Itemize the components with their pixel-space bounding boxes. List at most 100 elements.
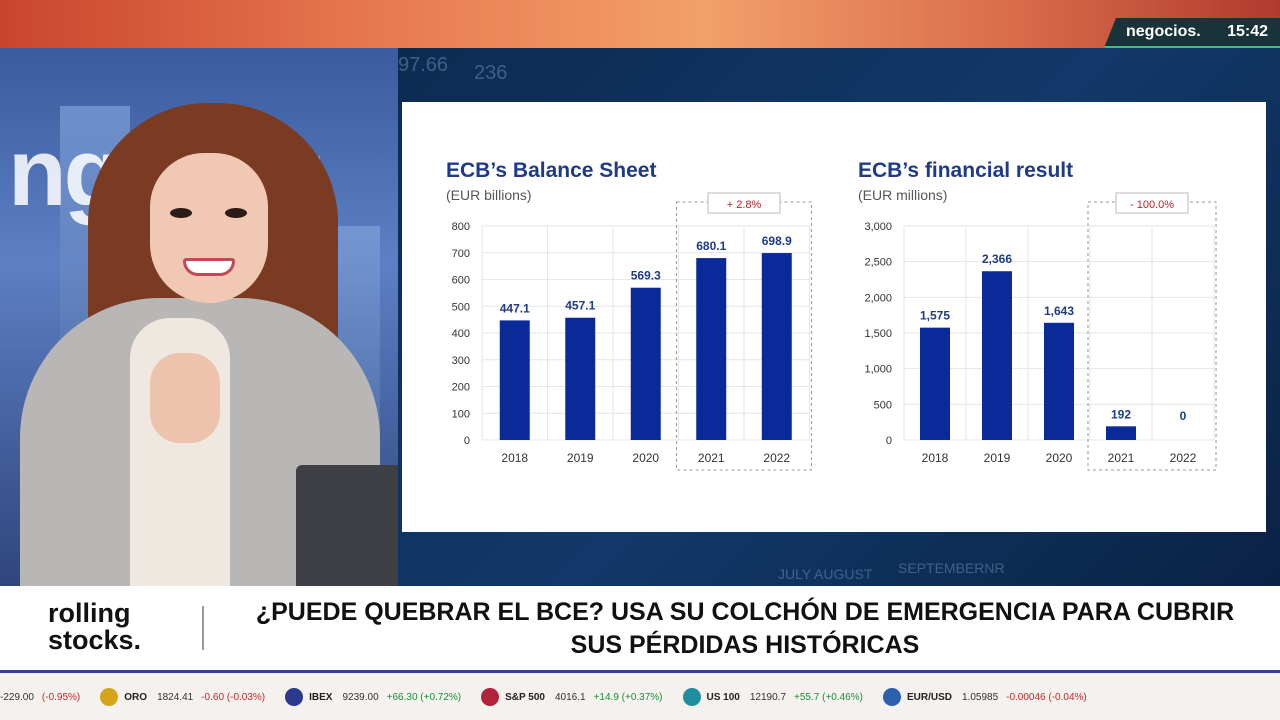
x-tick-label: 2019 <box>984 451 1011 465</box>
ticker-item: -229.00 (-0.95%) <box>0 692 80 703</box>
ticker-item: IBEX 9239.00 +66.30 (+0.72%) <box>285 688 461 706</box>
data-label: 447.1 <box>500 301 530 315</box>
y-tick-label: 600 <box>452 275 470 287</box>
ticker-value: 12190.7 <box>749 691 787 703</box>
show-logo-line2: stocks. <box>48 625 142 655</box>
change-annotation: + 2.8% <box>727 199 762 211</box>
ticker-value: 1.05985 <box>961 691 999 703</box>
x-tick-label: 2018 <box>922 451 949 465</box>
presenter-eye-right <box>225 208 247 218</box>
y-tick-label: 0 <box>464 435 470 447</box>
bar-2022 <box>761 253 792 440</box>
backdrop-number: JULY AUGUST <box>778 566 873 582</box>
bar-2019 <box>565 317 596 440</box>
market-icon <box>481 688 500 706</box>
headline-line1: ¿PUEDE QUEBRAR EL BCE? USA SU COLCHÓN DE… <box>255 598 1235 626</box>
y-tick-label: 2,000 <box>864 292 892 304</box>
backdrop-number: 97.66 <box>398 54 449 76</box>
top-band <box>0 0 1280 48</box>
x-tick-label: 2018 <box>501 451 528 465</box>
data-label: 569.3 <box>631 269 661 283</box>
y-tick-label: 200 <box>452 382 470 394</box>
presenter-hand <box>150 353 220 443</box>
backdrop-number: 236 <box>474 62 508 84</box>
ticker-item: US 100 12190.7 +55.7 (+0.46%) <box>682 688 863 706</box>
data-label: 192 <box>1111 407 1131 421</box>
ticker-value: 1824.41 <box>157 691 194 703</box>
data-label: 1,643 <box>1044 304 1074 318</box>
headline: ¿PUEDE QUEBRAR EL BCE? USA SU COLCHÓN DE… <box>230 596 1260 662</box>
y-tick-label: 500 <box>452 301 470 313</box>
ticker-value: 4016.1 <box>554 691 586 703</box>
ticker-change: +14.9 (+0.37%) <box>593 691 663 703</box>
ticker-change: +55.7 (+0.46%) <box>794 691 863 703</box>
ticker-name: ORO <box>124 691 148 703</box>
market-ticker: -229.00 (-0.95%) ORO 1824.41 -0.60 (-0.03%) I… <box>0 670 1280 720</box>
chart-title-result: ECB’s financial result <box>858 159 1074 182</box>
data-label: 680.1 <box>696 239 726 253</box>
y-tick-label: 1,000 <box>864 364 892 376</box>
x-tick-label: 2022 <box>763 451 790 465</box>
headline-line2: SUS PÉRDIDAS HISTÓRICAS <box>570 631 920 659</box>
market-icon <box>882 688 901 706</box>
ticker-item: EUR/USD 1.05985 -0.00046 (-0.04%) <box>882 688 1087 706</box>
ticker-change: -0.60 (-0.03%) <box>201 691 266 703</box>
ticker-value: -229.00 <box>0 691 34 703</box>
show-logo-line1: rolling <box>48 598 131 628</box>
bar-2021 <box>1106 426 1136 440</box>
x-tick-label: 2020 <box>632 451 659 465</box>
y-tick-label: 800 <box>452 221 470 233</box>
ticker-name: S&P 500 <box>505 691 545 703</box>
ticker-change: (-0.95%) <box>41 691 81 703</box>
presenter-mouth <box>183 258 235 276</box>
y-tick-label: 3,000 <box>864 221 892 233</box>
data-label: 0 <box>1180 409 1187 423</box>
market-icon <box>285 688 304 706</box>
y-tick-label: 1,500 <box>864 328 892 340</box>
y-tick-label: 700 <box>452 248 470 260</box>
data-label: 1,575 <box>920 309 950 323</box>
x-tick-label: 2019 <box>567 451 594 465</box>
chart-card: ECB’s Balance Sheet (EUR billions) ECB’s… <box>402 102 1266 532</box>
ticker-value: 9239.00 <box>342 691 379 703</box>
y-tick-label: 2,500 <box>864 257 892 269</box>
bar-2018 <box>499 320 530 440</box>
change-badge <box>707 192 781 214</box>
channel-bug: negocios. 15:42 <box>1104 18 1280 48</box>
bar-2020 <box>1044 322 1074 440</box>
bar-2018 <box>920 327 950 440</box>
bar-charts: 0 100 200 300 400 500 600 700 800 + 2.8% 447.1 2018… <box>452 192 1217 471</box>
ticker-change: +66.30 (+0.72%) <box>386 691 462 703</box>
chart-title-balance: ECB’s Balance Sheet <box>446 159 657 182</box>
y-tick-label: 0 <box>886 435 892 447</box>
data-label: 457.1 <box>565 299 595 313</box>
lower-third: rolling stocks. ¿PUEDE QUEBRAR EL BCE? U… <box>0 586 1280 670</box>
divider <box>202 606 204 650</box>
change-badge <box>1115 192 1189 214</box>
ticker-row: -229.00 (-0.95%) ORO 1824.41 -0.60 (-0.03%) I… <box>0 686 1107 708</box>
x-tick-label: 2022 <box>1170 451 1197 465</box>
bar-2020 <box>630 287 661 440</box>
x-tick-label: 2021 <box>698 451 725 465</box>
backdrop-number: SEPTEMBERNR <box>898 560 1005 576</box>
y-tick-label: 100 <box>452 408 470 420</box>
data-label: 698.9 <box>762 234 792 248</box>
market-icon <box>682 688 701 706</box>
market-icon <box>100 688 119 706</box>
chart-subtitle-balance: (EUR billions) <box>446 187 532 203</box>
x-tick-label: 2020 <box>1046 451 1073 465</box>
bar-2021 <box>696 258 727 440</box>
ticker-name: US 100 <box>706 691 740 703</box>
y-tick-label: 500 <box>874 399 892 411</box>
x-tick-label: 2021 <box>1108 451 1135 465</box>
data-label: 2,366 <box>982 252 1012 266</box>
channel-logo: negocios. <box>1126 23 1201 40</box>
ticker-item: S&P 500 4016.1 +14.9 (+0.37%) <box>481 688 663 706</box>
ticker-change: -0.00046 (-0.04%) <box>1006 691 1087 703</box>
y-tick-label: 300 <box>452 355 470 367</box>
presenter-eye-left <box>170 208 192 218</box>
bar-2019 <box>982 271 1012 440</box>
laptop <box>296 465 398 586</box>
presenter-video: ngcto <box>0 48 398 586</box>
